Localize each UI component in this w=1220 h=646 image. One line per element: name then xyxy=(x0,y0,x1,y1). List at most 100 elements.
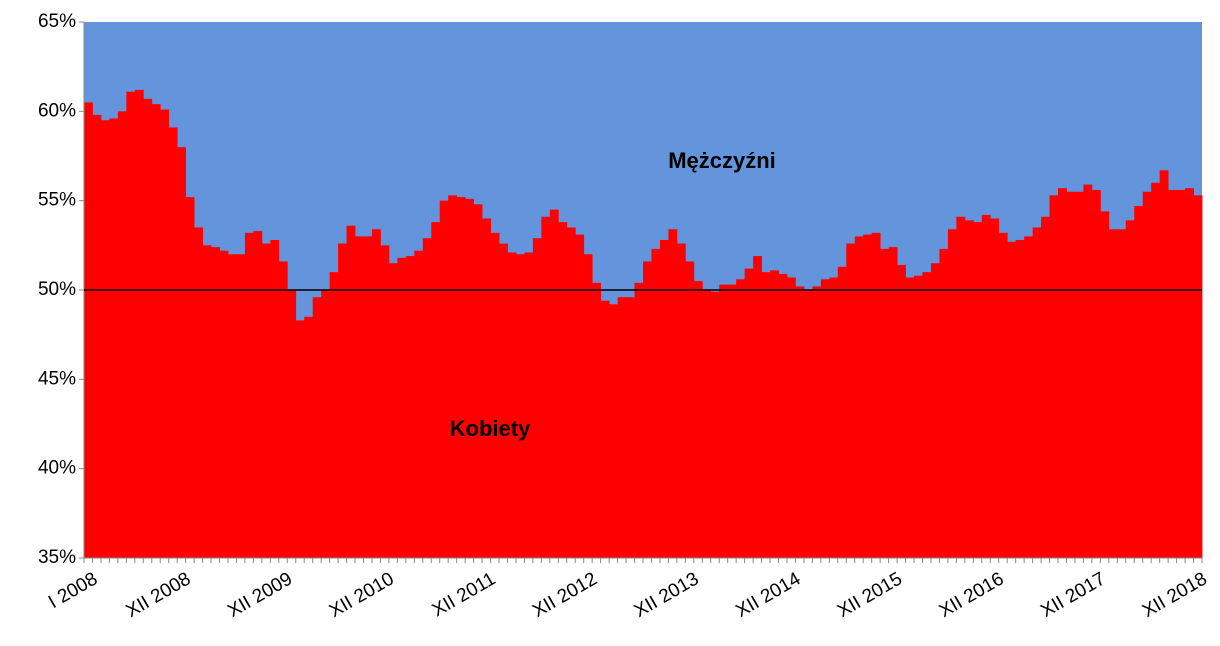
bar xyxy=(92,114,102,558)
bar xyxy=(727,284,737,558)
bar xyxy=(939,248,949,558)
bar xyxy=(1015,239,1025,558)
bar xyxy=(575,234,585,558)
x-tick-label: XII 2017 xyxy=(1037,568,1109,622)
bar xyxy=(482,218,491,559)
bar xyxy=(990,218,1000,559)
bar xyxy=(1066,191,1076,558)
bar xyxy=(1074,191,1084,558)
bar xyxy=(329,272,339,558)
bar xyxy=(854,236,864,558)
bar xyxy=(803,290,813,558)
bar xyxy=(583,254,593,558)
bar xyxy=(355,236,364,558)
bar xyxy=(338,243,347,558)
bar xyxy=(507,252,517,559)
bar xyxy=(321,290,331,558)
bar xyxy=(863,234,873,558)
bar xyxy=(270,239,280,558)
bar xyxy=(905,277,915,558)
bar xyxy=(439,200,449,558)
bar xyxy=(947,229,957,558)
bar xyxy=(651,248,661,558)
y-tick-label: 35% xyxy=(38,547,76,568)
bar xyxy=(998,232,1008,558)
bar xyxy=(202,245,212,559)
bar xyxy=(1091,189,1101,559)
x-tick-label: XII 2011 xyxy=(429,568,500,621)
bar xyxy=(668,229,678,558)
bar xyxy=(1058,188,1067,558)
bar xyxy=(100,120,110,559)
bar xyxy=(837,266,847,558)
bar xyxy=(177,147,187,559)
bar xyxy=(194,227,203,558)
bar xyxy=(880,248,890,558)
bar xyxy=(185,197,195,559)
bar xyxy=(1007,241,1017,558)
y-tick-label: 45% xyxy=(38,368,76,389)
bar xyxy=(973,222,983,558)
bar xyxy=(1032,227,1042,558)
bar xyxy=(846,243,856,558)
bar xyxy=(956,216,966,558)
x-tick-label: XII 2015 xyxy=(834,568,906,622)
bar xyxy=(1176,189,1186,559)
x-tick-label: XII 2013 xyxy=(631,568,703,622)
bar xyxy=(753,256,762,558)
y-tick-label: 50% xyxy=(38,279,76,300)
bar xyxy=(397,257,407,558)
bar xyxy=(160,109,170,559)
bar xyxy=(1185,188,1194,558)
bar xyxy=(693,281,703,558)
bar xyxy=(143,98,153,559)
bar xyxy=(1049,195,1059,558)
x-tick-label: XII 2008 xyxy=(123,568,195,622)
bar xyxy=(626,297,635,558)
bar xyxy=(219,250,229,558)
bar xyxy=(914,275,923,558)
bar xyxy=(659,239,669,558)
bar xyxy=(244,232,254,558)
bar xyxy=(456,197,466,559)
bar xyxy=(499,243,508,558)
bar xyxy=(295,320,305,558)
bar xyxy=(312,297,322,558)
bar xyxy=(422,238,432,559)
bar xyxy=(109,118,119,558)
y-tick-label: 55% xyxy=(38,190,76,211)
bar xyxy=(84,102,93,559)
bar xyxy=(1041,216,1050,558)
annotation: Kobiety xyxy=(450,416,531,441)
bar xyxy=(126,91,136,559)
bar xyxy=(1168,189,1177,559)
bar xyxy=(1193,195,1203,558)
bar xyxy=(414,250,424,558)
bar xyxy=(736,279,746,558)
bar xyxy=(770,270,779,558)
bar xyxy=(1125,220,1135,558)
bar xyxy=(685,261,695,558)
bar xyxy=(346,225,356,558)
bar xyxy=(524,252,534,559)
x-tick-label: XII 2018 xyxy=(1139,568,1211,622)
bar xyxy=(744,268,754,558)
bar xyxy=(405,256,415,558)
bar xyxy=(710,291,720,558)
bar xyxy=(227,254,237,558)
bar xyxy=(1108,229,1118,558)
bar xyxy=(380,245,390,559)
bar xyxy=(964,220,974,558)
bar xyxy=(1083,184,1093,558)
x-tick-label: I 2008 xyxy=(45,568,101,613)
bar xyxy=(676,243,686,558)
bar xyxy=(168,127,178,558)
y-tick-label: 65% xyxy=(38,11,76,32)
bar xyxy=(532,238,542,559)
bar xyxy=(1134,206,1144,558)
bar xyxy=(253,231,263,559)
bar xyxy=(981,214,991,558)
bar xyxy=(609,304,618,558)
bar xyxy=(363,236,373,558)
bar xyxy=(1024,236,1034,558)
